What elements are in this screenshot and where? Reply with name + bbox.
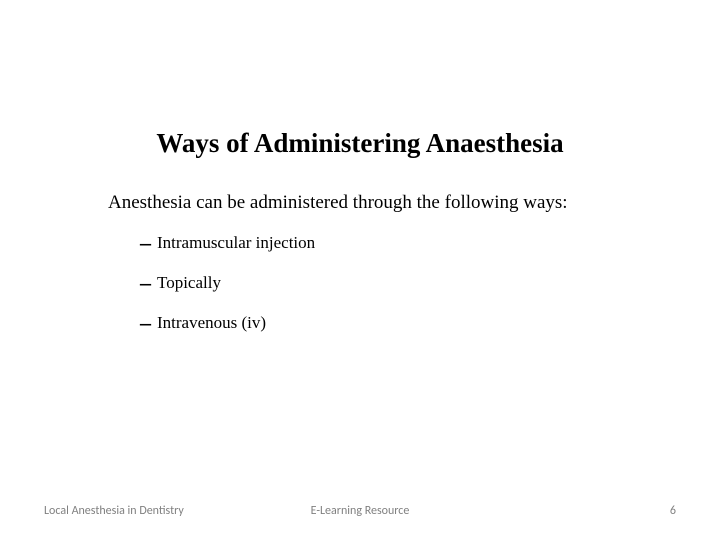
footer-page-number: 6 [670,504,676,518]
bullet-list: – Intramuscular injection – Topically – … [140,232,315,352]
list-item: – Topically [140,272,315,294]
dash-icon: – [140,312,151,334]
list-item-text: Intramuscular injection [157,233,315,253]
list-item-text: Topically [157,273,221,293]
list-item: – Intravenous (iv) [140,312,315,334]
slide-intro-text: Anesthesia can be administered through t… [108,192,568,214]
dash-icon: – [140,272,151,294]
list-item: – Intramuscular injection [140,232,315,254]
slide: Ways of Administering Anaesthesia Anesth… [0,0,720,540]
slide-title: Ways of Administering Anaesthesia [0,128,720,159]
footer-center-text: E-Learning Resource [0,504,720,518]
list-item-text: Intravenous (iv) [157,313,266,333]
dash-icon: – [140,232,151,254]
